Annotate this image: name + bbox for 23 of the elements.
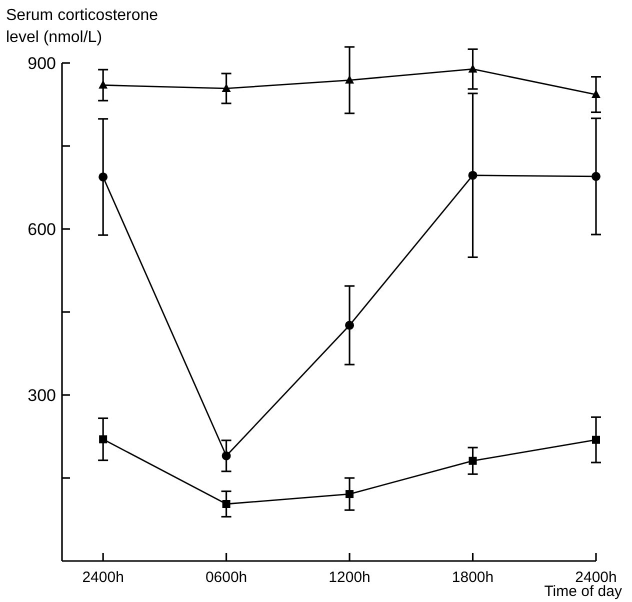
x-tick-label: 0600h (205, 569, 248, 586)
point (98, 80, 108, 89)
y-tick-label: 300 (28, 386, 56, 405)
point (592, 436, 600, 444)
point (99, 435, 108, 444)
point (346, 490, 354, 498)
point (222, 451, 231, 460)
x-tick-label: 1200h (328, 569, 370, 586)
point (468, 456, 477, 465)
point (98, 172, 108, 182)
y-axis-title: Serum corticosterone level (nmol/L) (6, 7, 158, 46)
y-tick-label: 600 (28, 220, 56, 239)
x-axis-title: Time of day (544, 583, 622, 600)
point (468, 170, 478, 180)
point (345, 75, 354, 84)
point (222, 500, 230, 508)
y-tick-label: 900 (28, 54, 56, 73)
x-tick-label: 2400h (575, 569, 617, 586)
point (345, 320, 354, 330)
x-tick-label: 1800h (452, 569, 494, 586)
point (592, 90, 600, 98)
point (592, 172, 600, 181)
x-tick-label: 2400h (82, 569, 124, 586)
